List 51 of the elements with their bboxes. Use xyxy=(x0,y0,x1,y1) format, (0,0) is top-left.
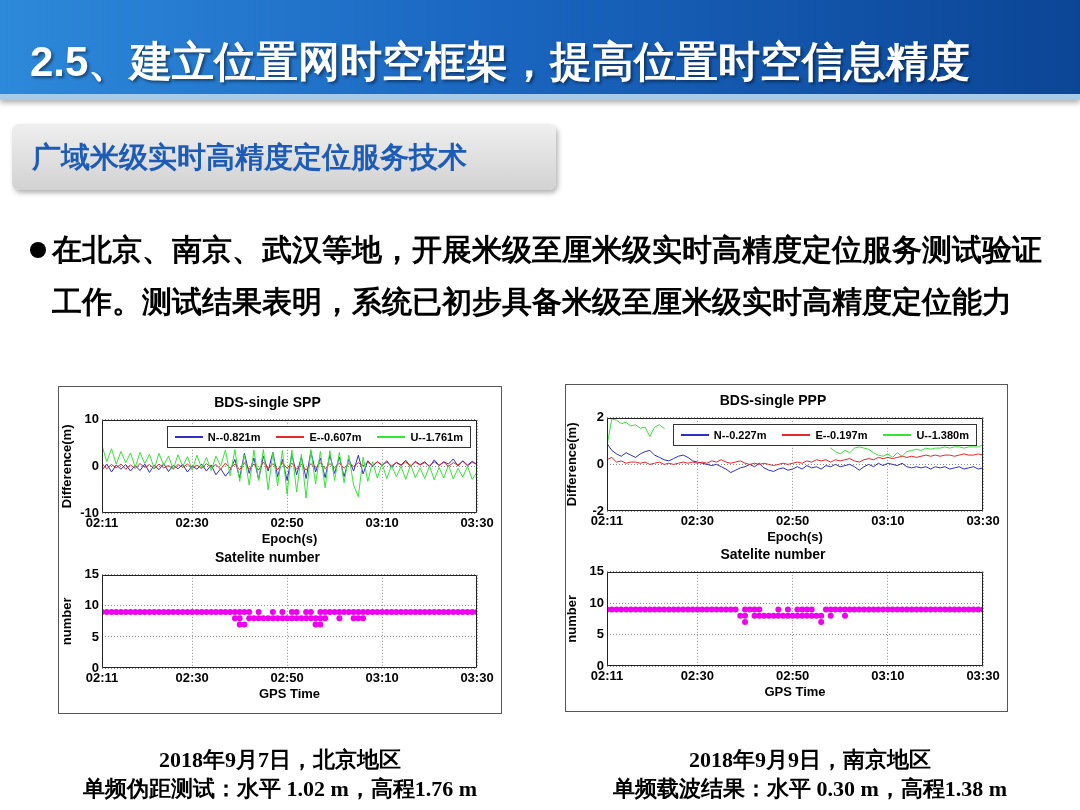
x-tick-label: 03:10 xyxy=(365,670,399,686)
y-tick-label: 10 xyxy=(84,597,99,613)
x-tick-label: 03:10 xyxy=(871,513,905,529)
y-tick-label: 0 xyxy=(596,455,604,471)
legend-label: U--1.761m xyxy=(410,429,463,444)
legend-label: E--0.607m xyxy=(309,429,362,444)
text: 2.5、建立位置网时空框架，提高位置时空信息精度 xyxy=(30,38,971,85)
text: 广域米级实时高精度定位服务技术 xyxy=(32,141,467,173)
x-tick-label: 02:50 xyxy=(270,515,304,531)
text: 2018年9月7日，北京地区 xyxy=(159,747,401,772)
legend-label: N--0.821m xyxy=(207,429,261,444)
chart-title: Satelite number xyxy=(720,546,827,563)
y-tick-label: 15 xyxy=(84,566,99,582)
x-tick-label: 02:50 xyxy=(270,670,304,686)
x-tick-label: 02:50 xyxy=(775,668,810,684)
y-tick-label: 10 xyxy=(589,594,604,610)
y-axis-title: Difference(m) xyxy=(564,422,580,507)
y-tick-label: 15 xyxy=(589,563,604,579)
x-tick-label: 02:30 xyxy=(175,670,209,686)
y-axis-title: number xyxy=(564,595,580,643)
x-tick-label: 03:10 xyxy=(871,668,905,684)
y-tick-label: 10 xyxy=(84,411,99,427)
y-tick-label: 5 xyxy=(596,626,604,642)
text: 单频载波结果：水平 0.30 m，高程1.38 m xyxy=(612,776,1008,801)
x-tick-label: 02:30 xyxy=(175,515,209,531)
x-axis-title: Epoch(s) xyxy=(767,528,823,544)
x-tick-label: 03:10 xyxy=(365,515,399,531)
y-axis-title: Difference(m) xyxy=(59,424,75,509)
chart-title: Satelite number xyxy=(214,549,321,566)
legend-label: N--0.227m xyxy=(713,427,767,442)
x-axis-title: GPS Time xyxy=(258,685,321,701)
text: 2018年9月9日，南京地区 xyxy=(689,747,931,772)
chart-title: BDS-single PPP xyxy=(719,392,827,409)
x-axis-title: Epoch(s) xyxy=(261,530,318,546)
x-tick-label: 03:30 xyxy=(460,670,494,686)
y-axis-title: number xyxy=(59,597,75,646)
x-axis-title: GPS Time xyxy=(764,683,826,699)
x-tick-label: 02:50 xyxy=(775,513,810,529)
text: 在北京、南京、武汉等地，开展米级至厘米级实时高精度定位服务测试验证工作。测试结果表明，系统已初步具备米级至厘米级实时高精度定位能力 xyxy=(52,232,1043,320)
y-tick-label: 5 xyxy=(91,628,99,644)
x-tick-label: 03:30 xyxy=(460,515,494,531)
legend-label: E--0.197m xyxy=(815,427,868,442)
y-tick-label: 0 xyxy=(91,457,99,473)
chart-title: BDS-single SPP xyxy=(214,394,321,411)
x-tick-label: 03:30 xyxy=(966,668,1000,684)
legend-label: U--1.380m xyxy=(916,427,969,442)
y-tick-label: 2 xyxy=(596,409,604,425)
x-tick-label: 02:30 xyxy=(680,513,715,529)
x-tick-label: 03:30 xyxy=(966,513,1000,529)
x-tick-label: 02:30 xyxy=(680,668,715,684)
text: 单频伪距测试：水平 1.02 m，高程1.76 m xyxy=(82,776,478,801)
